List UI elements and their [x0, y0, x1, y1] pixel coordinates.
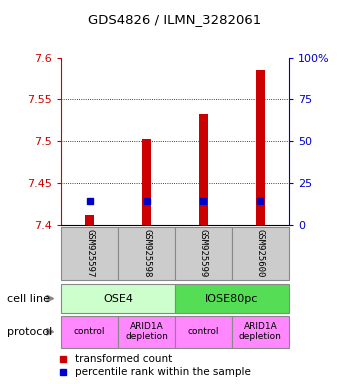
Text: protocol: protocol	[7, 327, 52, 337]
Text: ARID1A
depletion: ARID1A depletion	[125, 322, 168, 341]
Text: OSE4: OSE4	[103, 293, 133, 304]
Text: GSM925600: GSM925600	[256, 229, 265, 278]
Text: GSM925598: GSM925598	[142, 229, 151, 278]
Text: GSM925597: GSM925597	[85, 229, 94, 278]
Text: percentile rank within the sample: percentile rank within the sample	[75, 367, 251, 377]
Bar	[199, 114, 208, 225]
Text: transformed count: transformed count	[75, 354, 173, 364]
Text: control: control	[74, 327, 105, 336]
Text: control: control	[188, 327, 219, 336]
Text: ARID1A
depletion: ARID1A depletion	[239, 322, 282, 341]
Text: cell line: cell line	[7, 293, 50, 304]
Text: GDS4826 / ILMN_3282061: GDS4826 / ILMN_3282061	[88, 13, 262, 26]
Bar	[256, 70, 265, 225]
Bar	[142, 139, 151, 225]
Bar	[85, 215, 94, 225]
Text: GSM925599: GSM925599	[199, 229, 208, 278]
Text: IOSE80pc: IOSE80pc	[205, 293, 259, 304]
